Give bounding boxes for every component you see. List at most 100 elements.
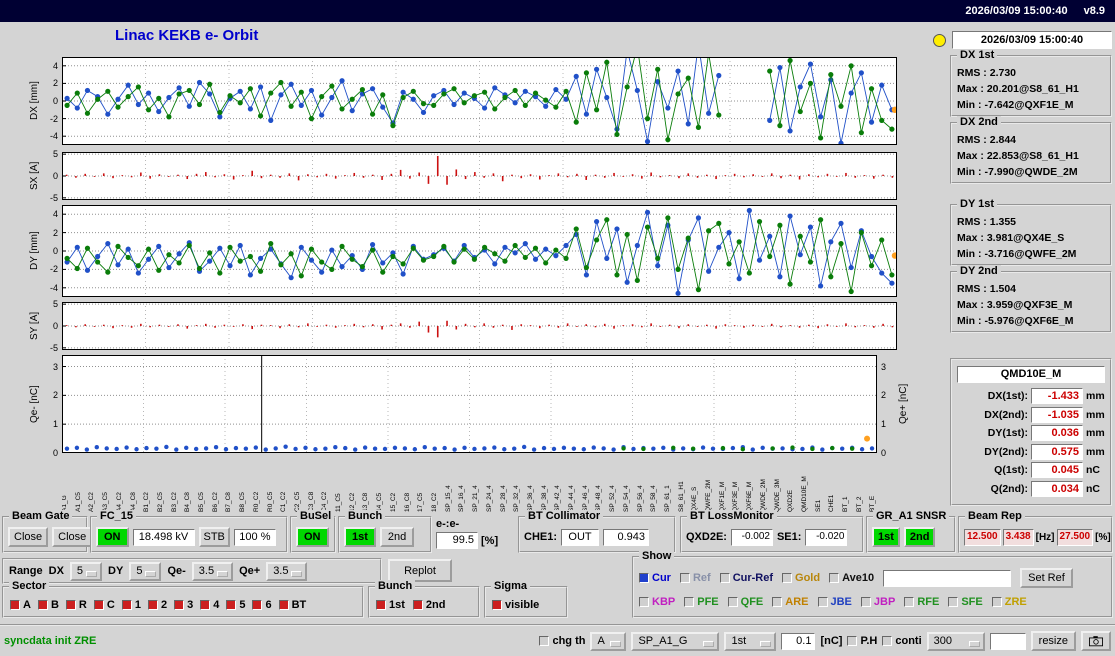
- checkbox-rfe[interactable]: RFE: [904, 596, 939, 608]
- checkbox-cur[interactable]: Cur: [639, 572, 671, 584]
- busel-label: BuSel: [297, 510, 335, 522]
- beam-gate-close2-button[interactable]: Close: [52, 527, 93, 547]
- checkbox-kbp[interactable]: KBP: [639, 596, 675, 608]
- x-axis-label: QWFE_2M: [705, 479, 713, 512]
- beam-gate-label: Beam Gate: [9, 510, 73, 522]
- checkbox-ref[interactable]: Ref: [679, 572, 711, 584]
- ph-checkbox[interactable]: P.H: [847, 635, 877, 647]
- stat-row: RMS :1.355: [957, 214, 1108, 230]
- beam-rep-value-2: 3.438: [1002, 528, 1034, 546]
- chart-dy-ylabel: DY [mm]: [29, 231, 40, 271]
- snapshot-button[interactable]: [1081, 631, 1111, 651]
- sp-select-value: SP_A1_G: [638, 635, 688, 647]
- spare-input[interactable]: [989, 632, 1026, 650]
- checkbox-box: [93, 599, 104, 610]
- checkbox-sfe[interactable]: SFE: [948, 596, 983, 608]
- checkbox-1[interactable]: 1: [121, 598, 141, 611]
- checkbox-gold[interactable]: Gold: [782, 572, 820, 584]
- checkbox-r[interactable]: R: [65, 599, 87, 611]
- fc15-stb-button[interactable]: STB: [198, 527, 230, 547]
- checkbox-pfe[interactable]: PFE: [684, 596, 719, 608]
- threshold-input[interactable]: [781, 632, 816, 650]
- y-tick-label: 5: [52, 149, 58, 160]
- monitor-row-unit: nC: [1086, 482, 1100, 495]
- checkbox-label: 4: [213, 598, 220, 611]
- y-tick-label: 0: [52, 96, 58, 106]
- checkbox-1st[interactable]: 1st: [376, 599, 405, 611]
- resize-button[interactable]: resize: [1030, 631, 1076, 651]
- ref-file-input[interactable]: [883, 569, 1012, 587]
- checkbox-qfe[interactable]: QFE: [727, 596, 764, 608]
- checkbox-bt[interactable]: BT: [278, 599, 306, 611]
- gr-a1-snsr-frame: GR_A1 SNSR 1st 2nd: [866, 510, 956, 553]
- beam-rep-frame: Beam Rep 12.500 3.438 [Hz] 27.500 [%]: [958, 510, 1113, 553]
- fc15-voltage-value: 18.498 kV: [132, 528, 195, 546]
- busel-on-button[interactable]: ON: [296, 527, 329, 547]
- chg-th-checkbox[interactable]: chg th: [539, 635, 585, 647]
- conti-checkbox[interactable]: conti: [882, 635, 922, 647]
- x-axis-label: SP_48_4: [595, 485, 603, 512]
- checkbox-5[interactable]: 5: [226, 599, 245, 611]
- sp-select[interactable]: SP_A1_G: [631, 631, 720, 651]
- range-dy-select[interactable]: 5: [129, 561, 162, 581]
- x-axis-label: SP_44_4: [568, 485, 576, 512]
- checkbox-c[interactable]: C: [93, 599, 115, 611]
- page-title: Linac KEKB e- Orbit: [115, 27, 259, 44]
- range-qep-select[interactable]: 3.5: [266, 561, 308, 581]
- checkbox-box: [829, 573, 840, 583]
- bt-collimator-label: BT Collimator: [525, 510, 604, 522]
- bunch-2nd-button[interactable]: 2nd: [379, 527, 415, 547]
- x-axis-label: B4_C8: [184, 492, 192, 512]
- fc15-on-button[interactable]: ON: [96, 527, 129, 547]
- replot-button[interactable]: Replot: [388, 559, 452, 582]
- checkbox-box: [991, 597, 1002, 607]
- x-axis-label: SP_32_4: [513, 485, 521, 512]
- device-select[interactable]: A: [590, 631, 627, 651]
- x-axis-label: SP_28_4: [499, 485, 507, 512]
- bunch-select[interactable]: 1st: [724, 631, 777, 651]
- checkbox-ave10[interactable]: Ave10: [829, 572, 874, 584]
- checkbox-label: QFE: [740, 596, 764, 608]
- checkbox-label: 1: [134, 598, 141, 611]
- checkbox-are[interactable]: ARE: [772, 596, 809, 608]
- checkbox-cur-ref[interactable]: Cur-Ref: [719, 572, 773, 584]
- x-axis-label: C4_C2: [321, 491, 329, 512]
- checkbox-box: [147, 599, 158, 610]
- beam-rep-label: Beam Rep: [965, 510, 1025, 522]
- checkbox-b[interactable]: B: [37, 599, 59, 611]
- checkbox-label: A: [23, 598, 31, 611]
- checkbox-4[interactable]: 4: [200, 599, 219, 611]
- status-timestamp: 2026/03/09 15:00:40: [952, 31, 1112, 49]
- points-select[interactable]: 300: [926, 631, 985, 651]
- x-axis-label: B1_C2: [143, 492, 151, 512]
- gr-a1-1st-button[interactable]: 1st: [872, 527, 900, 547]
- bunch-1st-button[interactable]: 1st: [344, 527, 376, 547]
- checkbox-jbp[interactable]: JBP: [860, 596, 895, 608]
- stat-row: Min : -7.642@QXF1E_M: [957, 97, 1108, 113]
- checkbox-label: ARE: [785, 596, 809, 608]
- checkbox-label: 5: [239, 598, 246, 611]
- checkbox-2[interactable]: 2: [147, 598, 168, 611]
- x-axis-label: SP_36_4: [526, 485, 534, 512]
- checkbox-zre[interactable]: ZRE: [991, 596, 1027, 608]
- checkbox-a[interactable]: A: [10, 599, 31, 611]
- gr-a1-2nd-button[interactable]: 2nd: [903, 527, 936, 547]
- beam-gate-close1-button[interactable]: Close: [8, 527, 49, 547]
- checkbox-jbe[interactable]: JBE: [817, 596, 852, 608]
- stat-row: RMS :2.730: [957, 65, 1108, 81]
- checkbox-3[interactable]: 3: [174, 599, 193, 611]
- range-qem-select[interactable]: 3.5: [191, 561, 234, 581]
- range-qem-label: Qe-: [167, 565, 186, 577]
- checkbox-6[interactable]: 6: [252, 599, 272, 611]
- x-axis-label: QXF1E_M: [718, 481, 726, 512]
- monitor-row: Q(1st): 0.045 nC: [956, 462, 1106, 478]
- checkbox-visible[interactable]: visible: [492, 599, 539, 611]
- set-ref-button[interactable]: Set Ref: [1020, 568, 1073, 588]
- checkbox-2nd[interactable]: 2nd: [412, 599, 445, 611]
- chart-sy-ylabel: SY [A]: [29, 311, 40, 341]
- stat-row: Min : -5.976@QXF6E_M: [957, 313, 1108, 329]
- x-axis-label: SP_61_1: [663, 485, 671, 512]
- checkbox-label: 2: [160, 598, 168, 611]
- x-axis-labels: A1_G A1_C5 A2_C2 A3_C5 A4_C2 A4_C8 B1_C2 B2_C5 B…: [62, 456, 877, 512]
- range-dx-select[interactable]: 5: [69, 561, 103, 581]
